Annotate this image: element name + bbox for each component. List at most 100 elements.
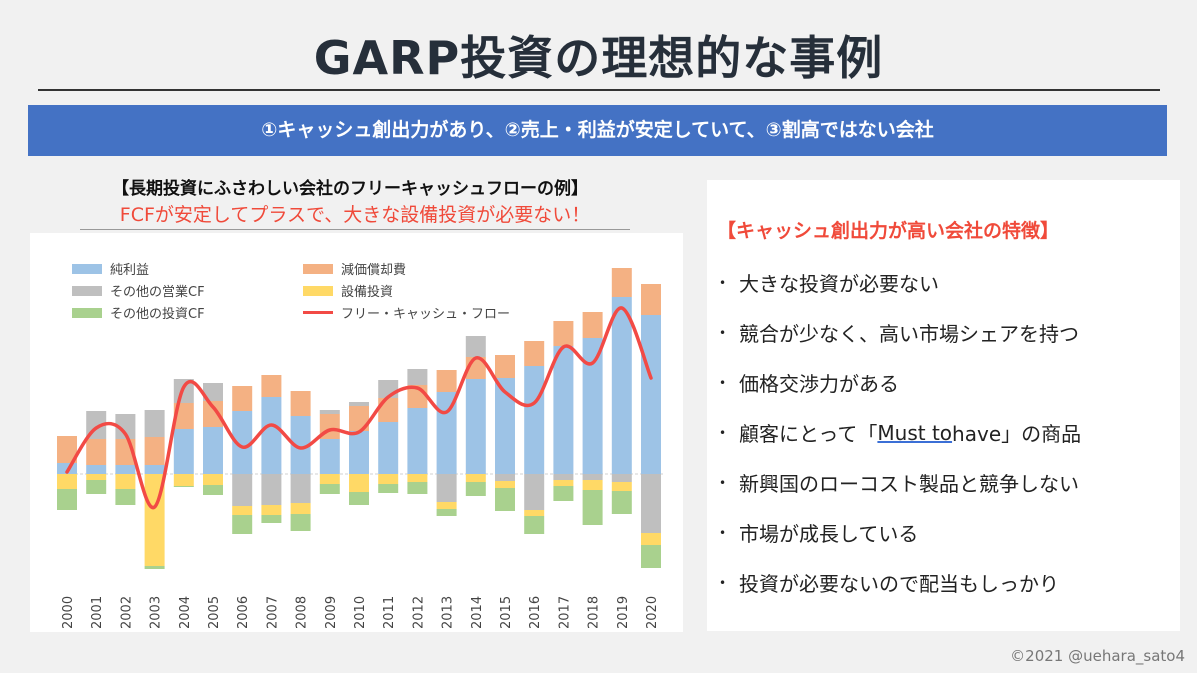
bar-2000-4 — [57, 489, 77, 510]
x-tick-label: 2002 — [119, 596, 134, 629]
bar-2010-2 — [349, 402, 369, 406]
x-tick-label: 2001 — [90, 596, 105, 629]
bar-2011-3 — [378, 474, 399, 484]
bar-2018-3 — [582, 480, 603, 490]
bar-2010-4 — [349, 492, 369, 505]
bar-2005-2 — [203, 383, 223, 401]
bar-2008-3 — [290, 503, 311, 514]
x-tick-label: 2009 — [324, 596, 339, 629]
bar-2018-0 — [582, 338, 603, 474]
legend-item-net-income: 純利益 — [72, 259, 149, 278]
x-tick-label: 2013 — [441, 596, 456, 629]
bullet-text: 価格交渉力がある — [739, 372, 899, 396]
bar-2013-4 — [436, 509, 457, 516]
bar-2016-3 — [524, 510, 545, 516]
subtitle-banner: ①キャッシュ創出力があり、②売上・利益が安定していて、③割高ではない会社 — [28, 105, 1167, 156]
bullet-item: • 競合が少なく、高い市場シェアを持つ — [719, 318, 1079, 347]
bar-2010-0 — [349, 431, 369, 474]
legend-label: その他の投資CF — [110, 307, 205, 322]
chart-heading: 【長期投資にふさわしい会社のフリーキャッシュフローの例】 — [112, 179, 588, 199]
bullet-text-underlined: Must to — [877, 420, 953, 445]
bar-2006-2 — [232, 474, 253, 506]
legend-item-other-investing: その他の投資CF — [72, 303, 205, 322]
bullet-text: 市場が成長している — [739, 522, 919, 546]
bar-2015-2 — [495, 474, 515, 481]
bar-2001-3 — [86, 474, 107, 480]
bar-2000-3 — [57, 474, 77, 489]
bar-2007-2 — [261, 474, 282, 505]
bullet-text: 投資が必要ないので配当もしっかり — [739, 572, 1059, 596]
bar-2017-2 — [553, 474, 574, 480]
bar-2019-1 — [611, 268, 632, 297]
bar-2019-3 — [611, 482, 632, 491]
page-title: GARP投資の理想的な事例 — [313, 31, 884, 85]
legend-item-fcf: フリー・キャッシュ・フロー — [303, 303, 510, 322]
bar-2003-2 — [144, 410, 165, 437]
x-tick-label: 2014 — [470, 596, 485, 629]
bar-2010-1 — [349, 406, 369, 431]
bar-2012-2 — [407, 369, 428, 385]
bar-2008-4 — [290, 514, 311, 531]
bullet-text: 大きな投資が必要ない — [739, 272, 939, 296]
bar-2004-4 — [173, 486, 194, 487]
bar-2011-4 — [378, 484, 399, 493]
bar-2017-0 — [553, 346, 574, 474]
bar-2006-0 — [232, 411, 253, 474]
bar-2011-1 — [378, 398, 399, 422]
legend-label: 設備投資 — [341, 285, 394, 300]
bullet-item: • 顧客にとって「 Must to have」の商品 — [719, 418, 1081, 447]
bar-2016-2 — [524, 474, 545, 510]
bar-2007-3 — [261, 505, 282, 515]
bar-2015-4 — [495, 488, 515, 511]
bar-2014-2 — [465, 336, 486, 357]
bar-2013-1 — [436, 370, 457, 392]
bullet-item: • 新興国のローコスト製品と競争しない — [719, 468, 1079, 497]
bar-2015-3 — [495, 481, 515, 488]
legend-label: フリー・キャッシュ・フロー — [341, 307, 511, 322]
bar-2000-0 — [57, 463, 77, 474]
bar-2019-4 — [611, 491, 632, 514]
chart-plot: 2000 2001 2002 2003 2004 2005 2006 2007 2008 2009… — [57, 268, 665, 629]
legend-label: 純利益 — [110, 263, 150, 278]
bar-2014-3 — [465, 474, 486, 482]
bar-2009-3 — [319, 474, 340, 484]
bar-2005-0 — [203, 427, 223, 474]
bar-2018-4 — [582, 490, 603, 525]
x-tick-label: 2016 — [528, 596, 543, 629]
bar-2017-4 — [553, 486, 574, 501]
legend-item-depreciation: 減価償却費 — [303, 259, 406, 278]
bullet-text: 競合が少なく、高い市場シェアを持つ — [739, 322, 1079, 346]
x-tick-label: 2003 — [149, 596, 164, 629]
bar-2003-1 — [144, 437, 165, 465]
copyright: ©2021 @uehara_sato4 — [1010, 647, 1185, 665]
bar-2008-0 — [290, 416, 311, 474]
legend-item-capex: 設備投資 — [303, 281, 393, 300]
x-tick-label: 2007 — [265, 596, 280, 629]
chart-subtitle: FCFが安定してプラスで、大きな設備投資が必要ない！ — [80, 200, 630, 230]
bar-2012-0 — [407, 408, 428, 474]
x-tick-label: 2012 — [411, 596, 426, 629]
bullet-item: • 投資が必要ないので配当もしっかり — [719, 568, 1059, 597]
legend-item-other-operating: その他の営業CF — [72, 281, 205, 300]
legend-label: 減価償却費 — [341, 263, 407, 278]
bar-2001-0 — [86, 465, 107, 474]
bar-2002-2 — [115, 414, 136, 439]
x-tick-label: 2005 — [207, 596, 222, 629]
bullet-text: 新興国のローコスト製品と競争しない — [739, 472, 1079, 496]
x-tick-label: 2017 — [557, 596, 572, 629]
bar-2009-0 — [319, 439, 340, 474]
bar-2014-0 — [465, 379, 486, 474]
x-tick-label: 2018 — [587, 596, 602, 629]
bar-2013-3 — [436, 502, 457, 509]
bar-2014-4 — [465, 482, 486, 496]
bar-2019-2 — [611, 474, 632, 482]
x-tick-label: 2000 — [61, 596, 76, 629]
bar-2017-3 — [553, 480, 574, 486]
features-panel: 【キャッシュ創出力が高い会社の特徴】 • 大きな投資が必要ない • 競合が少なく、高… — [707, 180, 1180, 631]
bar-2017-1 — [553, 321, 574, 346]
bar-2003-0 — [144, 465, 165, 474]
x-tick-label: 2004 — [178, 596, 193, 629]
bar-2002-0 — [115, 465, 136, 474]
bar-2009-2 — [319, 410, 340, 414]
bar-2002-3 — [115, 474, 136, 489]
